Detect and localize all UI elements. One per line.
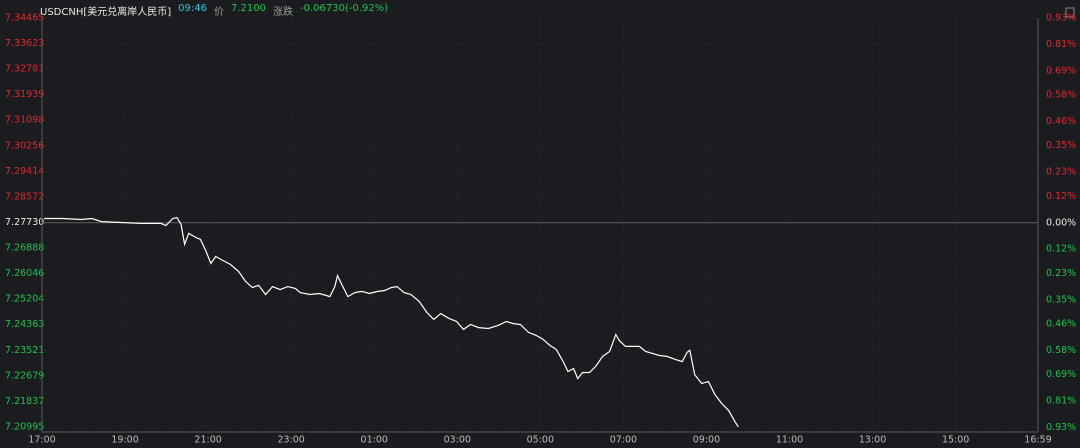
y-tick-label: 7.31098 (5, 115, 44, 126)
x-tick-label: 07:00 (610, 435, 637, 446)
price: 7.2100 (230, 3, 266, 14)
y2-tick-label: 0.35% (1046, 140, 1076, 151)
x-tick-label: 11:00 (776, 435, 803, 446)
x-tick-label: 13:00 (859, 435, 886, 446)
x-tick-label: 05:00 (527, 435, 554, 446)
x-tick-label: 09:00 (693, 435, 720, 446)
y2-tick-label: 0.12% (1046, 244, 1076, 255)
price-label: 价 (213, 7, 224, 18)
change-label: 涨跌 (272, 7, 293, 18)
x-tick-label: 15:00 (942, 435, 969, 446)
y-tick-label: 7.29414 (5, 166, 44, 177)
y-tick-label: 7.30256 (5, 140, 44, 151)
y-tick-label: 7.23521 (5, 345, 44, 356)
change: -0.06730(-0.92%) (299, 3, 389, 14)
y-tick-label: 7.22679 (5, 370, 44, 381)
y-tick-label: 7.26046 (5, 268, 44, 279)
y-tick-label: 7.28572 (5, 191, 44, 202)
x-tick-label: 16:59 (1024, 435, 1051, 446)
x-tick-label: 17:00 (28, 435, 55, 446)
y2-tick-label: 0.46% (1046, 116, 1076, 127)
y2-tick-label: 0.93% (1046, 422, 1076, 433)
symbol-title: USDCNH[美元兑离岸人民币] (40, 7, 172, 18)
y2-tick-label: 0.58% (1046, 345, 1076, 356)
y2-tick-label: 0.93% (1046, 13, 1076, 24)
y2-tick-label: 0.35% (1046, 294, 1076, 305)
x-tick-label: 21:00 (194, 435, 221, 446)
y2-tick-label: 0.23% (1046, 167, 1076, 178)
header: USDCNH[美元兑离岸人民币] 09:46 价 7.2100 涨跌 -0.06… (40, 3, 388, 18)
y2-tick-label: 0.12% (1046, 191, 1076, 202)
y2-tick-label: 0.23% (1046, 268, 1076, 279)
y2-tick-label: 0.69% (1046, 65, 1076, 76)
y2-tick-label: 0.46% (1046, 319, 1076, 330)
x-tick-label: 23:00 (277, 435, 304, 446)
x-tick-label: 19:00 (111, 435, 138, 446)
y2-tick-label: 0.81% (1046, 39, 1076, 50)
y-tick-label: 7.20995 (5, 421, 44, 432)
y-tick-label: 7.32781 (5, 64, 44, 75)
y-tick-label: 7.21837 (5, 396, 44, 407)
price-line (44, 216, 739, 428)
x-tick-label: 03:00 (444, 435, 471, 446)
x-tick-label: 01:00 (361, 435, 388, 446)
y-tick-label: 7.25204 (5, 294, 44, 305)
y2-tick-label: 0.00% (1046, 217, 1076, 228)
quote-time: 09:46 (178, 3, 207, 14)
y-tick-label: 7.34465 (5, 13, 44, 24)
y-tick-label: 7.27730 (5, 217, 44, 228)
y2-tick-label: 0.69% (1046, 369, 1076, 380)
y2-tick-label: 0.81% (1046, 396, 1076, 407)
y-tick-label: 7.33623 (5, 38, 44, 49)
corner-icon[interactable] (1065, 7, 1075, 18)
y-tick-label: 7.24363 (5, 319, 44, 330)
y2-tick-label: 0.58% (1046, 90, 1076, 101)
y-tick-label: 7.31939 (5, 89, 44, 100)
y-tick-label: 7.26888 (5, 243, 44, 254)
